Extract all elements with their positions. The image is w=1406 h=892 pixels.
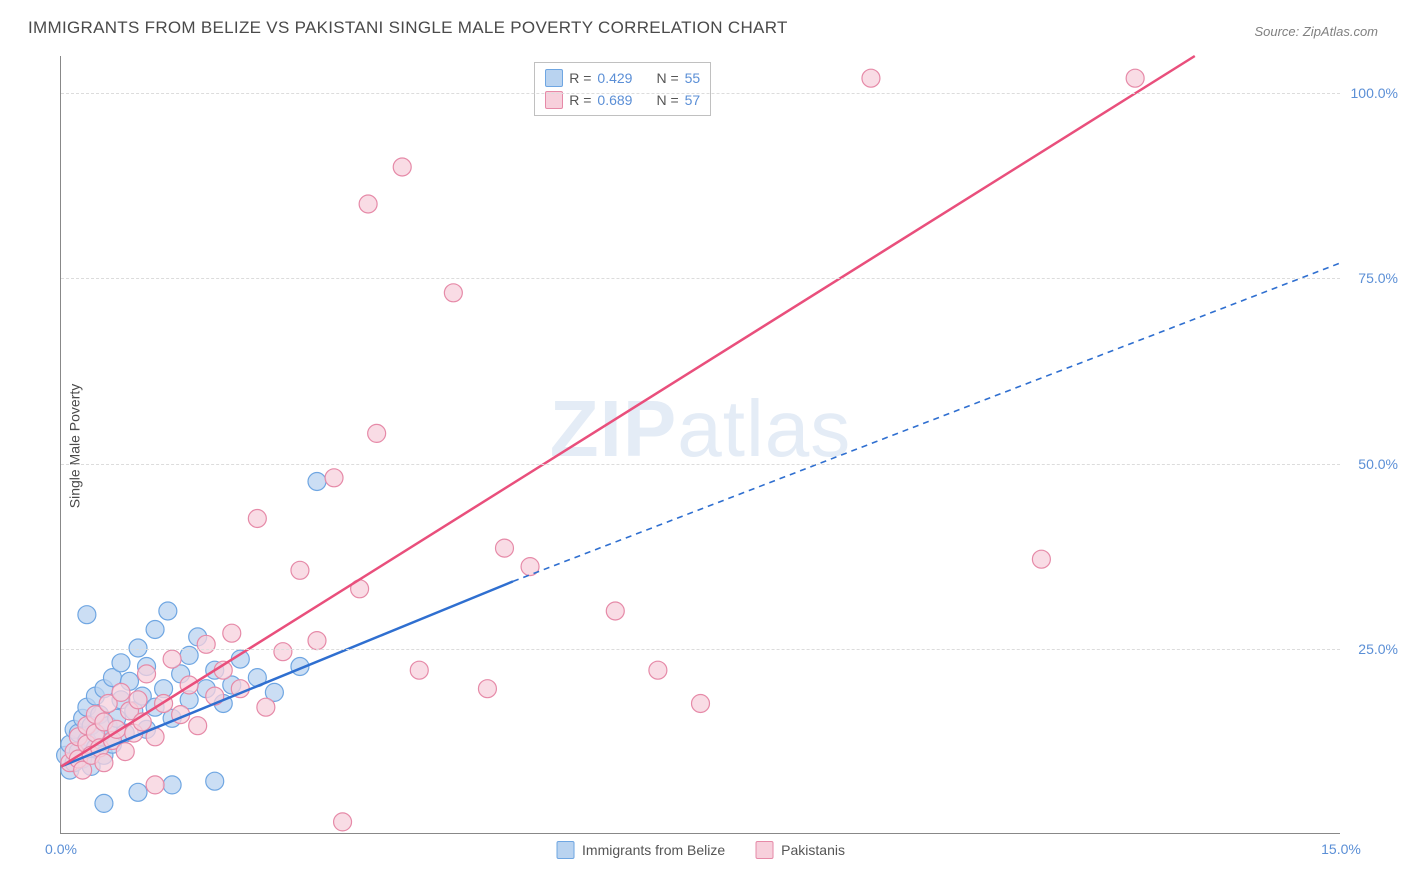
plot-area: ZIPatlas R =0.429N =55R =0.689N =57 Immi… bbox=[60, 56, 1340, 834]
scatter-point bbox=[478, 680, 496, 698]
gridline bbox=[61, 649, 1340, 650]
scatter-point bbox=[606, 602, 624, 620]
scatter-point bbox=[495, 539, 513, 557]
n-value: 57 bbox=[685, 92, 701, 108]
scatter-point bbox=[223, 624, 241, 642]
scatter-point bbox=[308, 632, 326, 650]
legend-item: Immigrants from Belize bbox=[556, 841, 725, 859]
scatter-point bbox=[308, 473, 326, 491]
gridline bbox=[61, 278, 1340, 279]
scatter-point bbox=[159, 602, 177, 620]
legend-item-label: Pakistanis bbox=[781, 842, 845, 858]
scatter-point bbox=[163, 776, 181, 794]
gridline bbox=[61, 464, 1340, 465]
scatter-point bbox=[112, 683, 130, 701]
scatter-point bbox=[393, 158, 411, 176]
gridline bbox=[61, 93, 1340, 94]
scatter-point bbox=[138, 665, 156, 683]
legend-swatch bbox=[755, 841, 773, 859]
chart-container: IMMIGRANTS FROM BELIZE VS PAKISTANI SING… bbox=[0, 0, 1406, 892]
scatter-point bbox=[649, 661, 667, 679]
scatter-point bbox=[257, 698, 275, 716]
legend-swatch bbox=[556, 841, 574, 859]
scatter-point bbox=[146, 776, 164, 794]
scatter-point bbox=[189, 717, 207, 735]
scatter-point bbox=[206, 772, 224, 790]
scatter-point bbox=[444, 284, 462, 302]
legend-correlation: R = 0.429 N = 55 R = 0.689 N = 57 bbox=[534, 62, 711, 116]
scatter-point bbox=[129, 691, 147, 709]
r-value: 0.689 bbox=[597, 92, 632, 108]
legend-series: Immigrants from Belize Pakistanis bbox=[556, 841, 845, 859]
r-label: R = bbox=[569, 70, 591, 86]
x-tick-label: 15.0% bbox=[1321, 841, 1361, 857]
scatter-point bbox=[1126, 69, 1144, 87]
y-tick-label: 50.0% bbox=[1358, 456, 1398, 472]
scatter-point bbox=[862, 69, 880, 87]
scatter-point bbox=[129, 783, 147, 801]
scatter-point bbox=[291, 561, 309, 579]
scatter-point bbox=[163, 650, 181, 668]
chart-svg bbox=[61, 56, 1340, 833]
source-label: Source: ZipAtlas.com bbox=[1254, 24, 1378, 39]
scatter-point bbox=[95, 794, 113, 812]
scatter-point bbox=[410, 661, 428, 679]
legend-item: Pakistanis bbox=[755, 841, 845, 859]
scatter-point bbox=[78, 606, 96, 624]
y-tick-label: 100.0% bbox=[1351, 85, 1398, 101]
scatter-point bbox=[116, 743, 134, 761]
scatter-point bbox=[146, 621, 164, 639]
n-label: N = bbox=[656, 70, 678, 86]
scatter-point bbox=[325, 469, 343, 487]
n-label: N = bbox=[656, 92, 678, 108]
legend-item-label: Immigrants from Belize bbox=[582, 842, 725, 858]
scatter-point bbox=[368, 424, 386, 442]
chart-title: IMMIGRANTS FROM BELIZE VS PAKISTANI SING… bbox=[28, 18, 788, 38]
trend-line-extrapolated bbox=[513, 263, 1340, 581]
scatter-point bbox=[197, 635, 215, 653]
scatter-point bbox=[274, 643, 292, 661]
scatter-point bbox=[692, 695, 710, 713]
scatter-point bbox=[112, 654, 130, 672]
scatter-point bbox=[1032, 550, 1050, 568]
r-value: 0.429 bbox=[597, 70, 632, 86]
scatter-point bbox=[359, 195, 377, 213]
scatter-point bbox=[334, 813, 352, 831]
legend-row: R = 0.429 N = 55 bbox=[545, 67, 700, 89]
legend-swatch bbox=[545, 69, 563, 87]
scatter-point bbox=[248, 510, 266, 528]
y-tick-label: 25.0% bbox=[1358, 641, 1398, 657]
scatter-point bbox=[95, 754, 113, 772]
r-label: R = bbox=[569, 92, 591, 108]
trend-line bbox=[61, 56, 1194, 766]
x-tick-label: 0.0% bbox=[45, 841, 77, 857]
n-value: 55 bbox=[685, 70, 701, 86]
y-tick-label: 75.0% bbox=[1358, 270, 1398, 286]
